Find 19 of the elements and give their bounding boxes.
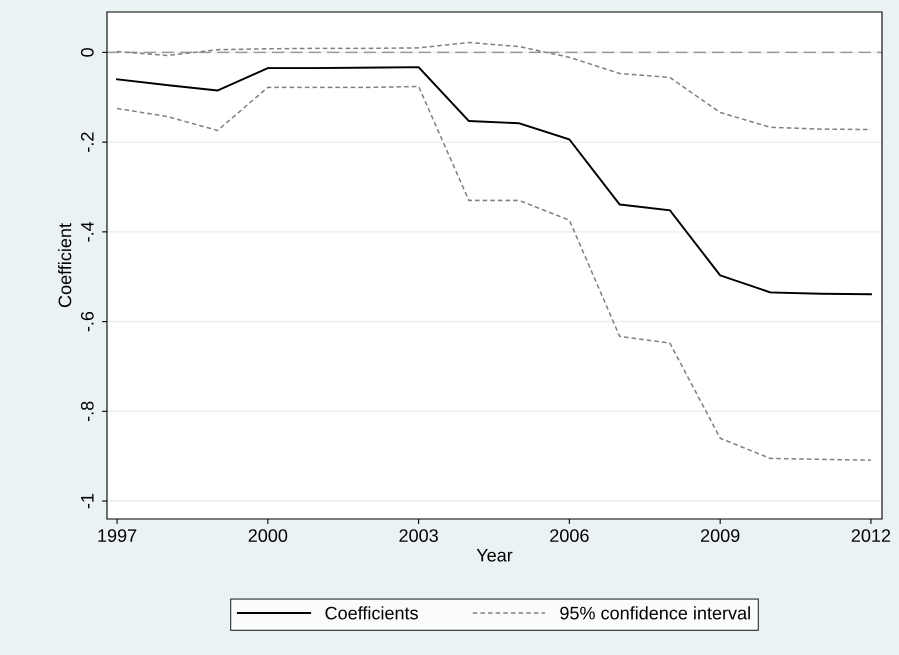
x-tick-label: 2006 (550, 529, 589, 542)
x-tick-label: 2000 (248, 529, 288, 542)
x-tick-label: 2009 (700, 529, 740, 542)
y-tick-label: 0 (80, 48, 94, 57)
legend-label: Coefficients (325, 606, 418, 620)
x-tick-label: 2003 (399, 529, 438, 542)
y-tick-label: -.4 (81, 222, 94, 242)
line-series (116, 42, 872, 130)
line-series (116, 86, 872, 461)
y-axis-title: Coefficient (58, 223, 72, 308)
line-series (116, 66, 872, 296)
legend-label: 95% confidence interval (560, 606, 750, 620)
x-tick-label: 1997 (98, 529, 136, 542)
y-tick-label: -.2 (80, 132, 94, 152)
x-tick-label: 2012 (852, 529, 890, 542)
x-axis-title: Year (476, 548, 512, 562)
y-tick-label: -.8 (80, 402, 94, 422)
y-tick-label: -1 (81, 494, 94, 508)
y-tick-label: -.6 (80, 312, 94, 332)
